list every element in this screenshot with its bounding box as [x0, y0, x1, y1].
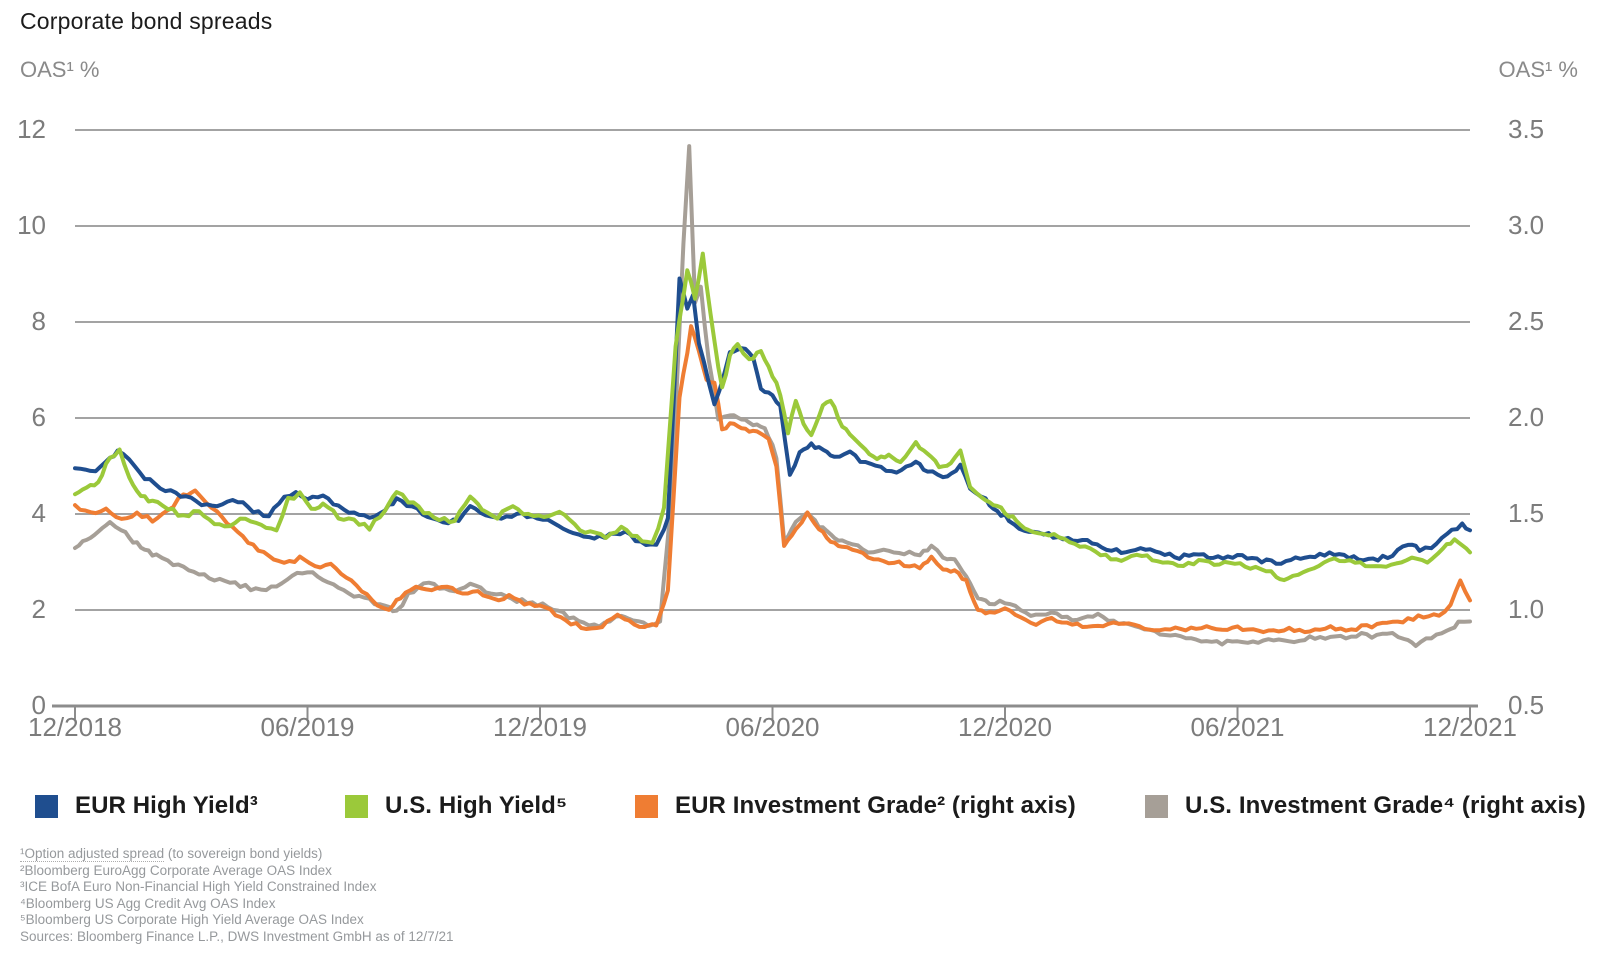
page-title: Corporate bond spreads — [20, 8, 273, 34]
footnote-3: ³ICE BofA Euro Non-Financial High Yield … — [20, 879, 377, 894]
left-axis-tick-label: 0 — [31, 690, 46, 720]
legend-label: EUR Investment Grade² (right axis) — [675, 792, 1076, 819]
left-axis-tick-label: 2 — [31, 594, 46, 624]
right-axis-tick-label: 2.5 — [1508, 306, 1545, 336]
footnote-2: ²Bloomberg EuroAgg Corporate Average OAS… — [20, 862, 332, 878]
x-axis-tick-label: 12/2019 — [493, 712, 587, 742]
footnote-1: ¹Option adjusted spread (to sovereign bo… — [20, 846, 453, 863]
right-axis-tick-label: 0.5 — [1508, 690, 1545, 720]
right-axis-header: OAS¹ % — [1498, 57, 1578, 82]
us-investment-grade-swatch-icon — [1145, 794, 1168, 818]
legend-item-eur-investment-grade: EUR Investment Grade² (right axis) — [635, 788, 1076, 824]
left-axis-tick-label: 6 — [31, 402, 46, 432]
legend-label: U.S. High Yield⁵ — [385, 792, 568, 819]
legend-label: EUR High Yield³ — [75, 792, 258, 819]
right-axis-tick-label: 1.0 — [1508, 594, 1545, 624]
series-line-us-investment-grade — [73, 144, 1472, 648]
footnote-1-rest: (to sovereign bond yields) — [164, 846, 323, 861]
eur-high-yield-swatch-icon — [35, 794, 58, 818]
series-line-eur-investment-grade — [73, 324, 1472, 635]
x-axis-tick-label: 12/2018 — [28, 712, 122, 742]
right-axis-tick-label: 2.0 — [1508, 402, 1545, 432]
footnote-5: ⁵Bloomberg US Corporate High Yield Avera… — [20, 912, 364, 927]
x-axis-tick-label: 06/2021 — [1190, 712, 1285, 742]
left-axis-tick-label: 8 — [31, 306, 46, 336]
x-axis-tick-label: 12/2021 — [1423, 712, 1517, 742]
x-axis-tick-label: 12/2020 — [958, 712, 1052, 742]
eur-investment-grade-swatch-icon — [635, 794, 658, 818]
left-axis-header: OAS¹ % — [20, 57, 100, 82]
footnotes: ¹Option adjusted spread (to sovereign bo… — [20, 846, 453, 945]
sources-line: Sources: Bloomberg Finance L.P., DWS Inv… — [20, 928, 454, 944]
legend: EUR High Yield³ U.S. High Yield⁵ EUR Inv… — [0, 788, 1600, 828]
footnote-1-glossary-link[interactable]: ¹Option adjusted spread — [20, 846, 165, 862]
legend-item-us-investment-grade: U.S. Investment Grade⁴ (right axis) — [1145, 788, 1586, 824]
x-axis-tick-label: 06/2020 — [725, 712, 820, 742]
right-axis-tick-label: 3.5 — [1508, 114, 1545, 144]
left-axis-tick-label: 12 — [17, 114, 46, 144]
legend-item-eur-high-yield: EUR High Yield³ — [35, 788, 258, 824]
series-line-eur-high-yield — [73, 276, 1472, 566]
us-high-yield-swatch-icon — [345, 794, 368, 818]
right-axis-tick-label: 3.0 — [1508, 210, 1545, 240]
series-line-us-high-yield — [73, 251, 1472, 583]
left-axis-tick-label: 4 — [31, 498, 46, 528]
footnote-4: ⁴Bloomberg US Agg Credit Avg OAS Index — [20, 895, 276, 911]
legend-item-us-high-yield: U.S. High Yield⁵ — [345, 788, 567, 824]
right-axis-tick-label: 1.5 — [1508, 498, 1545, 528]
x-axis-tick-label: 06/2019 — [260, 712, 355, 742]
legend-label: U.S. Investment Grade⁴ (right axis) — [1185, 792, 1586, 819]
left-axis-tick-label: 10 — [17, 210, 46, 240]
